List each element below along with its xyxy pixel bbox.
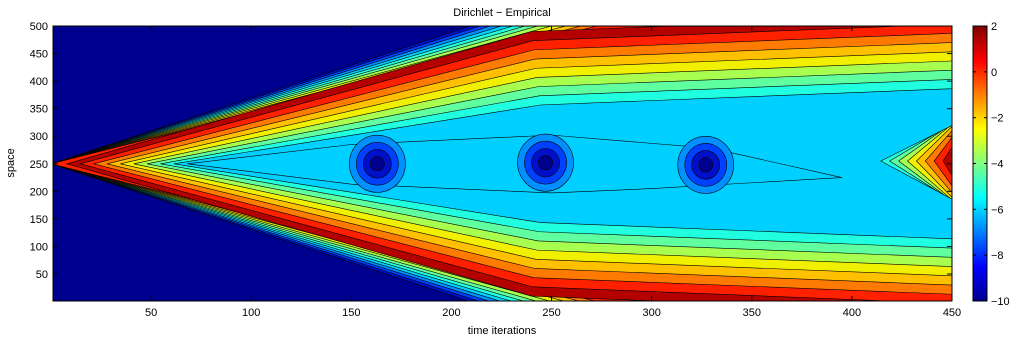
minima-markers bbox=[349, 133, 735, 194]
colorbar-tick-label: 2 bbox=[991, 21, 997, 33]
minimum-well bbox=[370, 156, 385, 172]
y-tick-label: 100 bbox=[30, 241, 48, 253]
colorbar-tick-label: −10 bbox=[991, 296, 1010, 308]
y-tick-label: 350 bbox=[30, 104, 48, 116]
x-axis-label: time iterations bbox=[468, 325, 537, 337]
minimum-well bbox=[698, 157, 714, 173]
colorbar-tick-label: −4 bbox=[991, 159, 1004, 171]
y-tick-label: 150 bbox=[30, 214, 48, 226]
x-tick-label: 250 bbox=[542, 307, 560, 319]
minimum-well bbox=[538, 155, 553, 171]
colorbar-tick-label: −8 bbox=[991, 250, 1004, 262]
y-tick-label: 200 bbox=[30, 186, 48, 198]
colorbar-ticks: 2 0 −2 −4 −6 −8 −10 bbox=[973, 21, 1010, 308]
x-tick-label: 300 bbox=[642, 307, 660, 319]
y-tick-label: 500 bbox=[30, 21, 48, 33]
contour-band bbox=[187, 134, 842, 194]
x-tick-label: 50 bbox=[145, 307, 157, 319]
x-axis: 50 100 150 200 250 300 350 400 450 bbox=[145, 26, 961, 319]
x-tick-label: 150 bbox=[342, 307, 360, 319]
colorbar-tick-label: −2 bbox=[991, 113, 1004, 125]
y-axis: 50 100 150 200 250 300 350 400 450 500 bbox=[30, 21, 952, 281]
y-tick-label: 450 bbox=[30, 49, 48, 61]
colorbar: 2 0 −2 −4 −6 −8 −10 bbox=[972, 21, 1010, 308]
x-tick-label: 400 bbox=[843, 307, 861, 319]
y-tick-label: 50 bbox=[36, 269, 48, 281]
y-tick-label: 400 bbox=[30, 76, 48, 88]
colorbar-tick-label: −6 bbox=[991, 204, 1004, 216]
x-tick-label: 100 bbox=[242, 307, 260, 319]
plot-area bbox=[53, 26, 952, 301]
y-tick-label: 250 bbox=[30, 159, 48, 171]
y-tick-label: 300 bbox=[30, 131, 48, 143]
x-tick-label: 200 bbox=[442, 307, 460, 319]
y-axis-label: space bbox=[5, 148, 17, 177]
x-tick-label: 450 bbox=[943, 307, 961, 319]
x-tick-label: 350 bbox=[743, 307, 761, 319]
colorbar-tick-label: 0 bbox=[991, 67, 997, 79]
chart-title: Dirichlet − Empirical bbox=[453, 7, 551, 19]
